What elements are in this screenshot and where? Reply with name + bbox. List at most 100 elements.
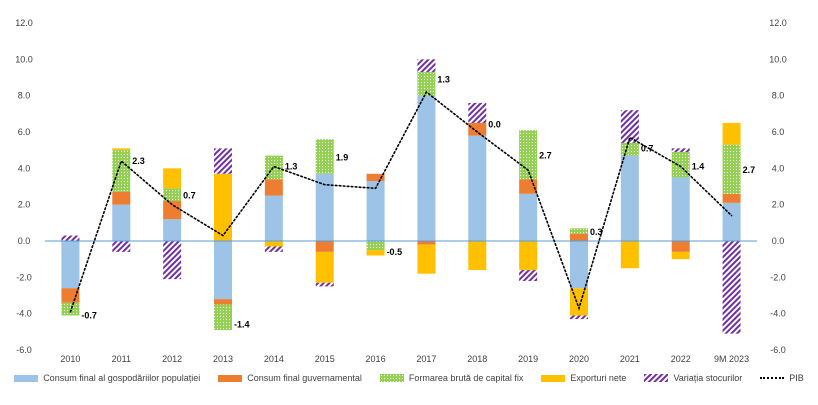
bar-segment [722, 241, 741, 334]
y-tick-label-left: 2.0 [18, 200, 31, 210]
x-tick-label: 2011 [112, 354, 131, 364]
bar-segment [468, 241, 487, 271]
legend-label-gfcf: Formarea brută de capital fix [408, 373, 524, 383]
y-tick-label-right: 4.0 [772, 163, 785, 173]
bar-segment [264, 179, 283, 196]
bar-segment [366, 241, 385, 251]
bar-segment [366, 181, 385, 241]
bar-segment [417, 244, 436, 274]
bar-segment [671, 177, 690, 241]
y-tick-label-left: 4.0 [18, 163, 31, 173]
bar-segment [620, 241, 639, 269]
bar-segment [519, 193, 538, 241]
bar-segment [671, 151, 690, 178]
bar-segment [315, 139, 334, 174]
bar-segment [366, 173, 385, 182]
data-label: -0.5 [387, 247, 403, 257]
bar-segment [112, 204, 131, 241]
legend-item-household: Consum final al gospodăriilor populației [14, 373, 200, 383]
legend-item-gdp: PIB [760, 373, 804, 383]
x-tick-label: 2013 [213, 354, 233, 364]
legend-swatch-gfcf [379, 374, 404, 382]
bar-segment [366, 250, 385, 256]
bar-segment [163, 188, 182, 202]
bar-segment [315, 251, 334, 283]
bar-segment [417, 59, 436, 73]
data-label: 1.4 [692, 162, 705, 172]
bar-segment [722, 202, 741, 241]
legend-swatch-gdp [760, 377, 785, 379]
data-label: -1.4 [234, 320, 250, 330]
legend-swatch-government [218, 374, 243, 382]
y-tick-label-right: 0.0 [772, 236, 785, 246]
bar-segment [112, 191, 131, 205]
stacked-bar-chart: -6.0 -6.0 -4.0 -4.0 -2.0 -2.0 0.0 0.0 2.0 2.0 4.0 4… [15, 18, 787, 364]
y-tick-label-right: 6.0 [772, 127, 785, 137]
y-tick-label-left: -4.0 [16, 309, 32, 319]
bar-segment [163, 241, 182, 280]
bar-segment [468, 122, 487, 136]
bar-segment [264, 155, 283, 180]
bar-segment [163, 219, 182, 241]
y-tick-label-right: 12.0 [769, 18, 787, 28]
bar-segment [722, 193, 741, 203]
y-tick-label-left: -2.0 [16, 272, 32, 282]
bar-segment [570, 233, 588, 241]
y-tick-label-right: 2.0 [772, 200, 785, 210]
bar-segment [61, 241, 80, 289]
legend-item-inventory: Variația stocurilor [644, 373, 742, 383]
legend-label-gdp: PIB [789, 373, 804, 383]
bar-segment [570, 241, 588, 289]
bar-segment [214, 241, 232, 300]
y-tick-label-right: -2.0 [770, 272, 786, 282]
data-label: 2.7 [539, 151, 552, 161]
bar-segment [620, 142, 639, 156]
y-tick-label-left: 0.0 [18, 236, 31, 246]
data-label: 0.7 [183, 191, 196, 201]
bar-segment [214, 299, 232, 305]
legend-swatch-household [14, 374, 39, 382]
x-tick-label: 2015 [315, 354, 335, 364]
y-tick-label-right: 8.0 [772, 91, 785, 101]
x-tick-label: 9M 2023 [714, 354, 749, 364]
x-tick-label: 2022 [671, 354, 691, 364]
bar-segment [417, 72, 436, 96]
x-tick-label: 2019 [518, 354, 538, 364]
gdp-line [69, 90, 733, 313]
y-tick-label-right: 10.0 [769, 54, 787, 64]
bar-segment [671, 148, 690, 152]
bar-segment [671, 251, 690, 260]
y-tick-label-right: -6.0 [770, 345, 786, 355]
legend-item-government: Consum final guvernamental [218, 373, 362, 383]
bar-segment [214, 304, 232, 331]
bar-segment [264, 246, 283, 252]
bar-segment [315, 282, 334, 287]
bar-segment [264, 241, 283, 247]
bar-segment [468, 135, 487, 241]
x-tick-label: 2012 [162, 354, 182, 364]
bar-segment [417, 95, 436, 242]
bar-segment [112, 150, 131, 192]
bar-segment [112, 241, 131, 252]
bar-segment [570, 315, 588, 320]
bar-segment [570, 288, 588, 316]
chart-legend: Consum final al gospodăriilor populației… [0, 373, 818, 383]
y-tick-label-left: 8.0 [18, 91, 31, 101]
bar-segment [214, 173, 232, 241]
legend-swatch-inventory [644, 374, 669, 382]
bar-segment [671, 241, 690, 252]
bar-segment [722, 122, 741, 145]
x-tick-label: 2018 [467, 354, 487, 364]
y-tick-label-right: -4.0 [770, 309, 786, 319]
bar-segment [620, 110, 639, 143]
bar-segment [417, 241, 436, 245]
x-tick-label: 2010 [60, 354, 80, 364]
bar-segment [620, 155, 639, 241]
legend-label-net-exports: Exporturi nete [570, 373, 627, 383]
bar-segment [519, 130, 538, 180]
data-label: 0.7 [641, 143, 654, 153]
legend-label-government: Consum final guvernamental [247, 373, 362, 383]
bar-segment [519, 179, 538, 194]
x-tick-label: 2017 [416, 354, 436, 364]
bar-segment [61, 235, 80, 241]
